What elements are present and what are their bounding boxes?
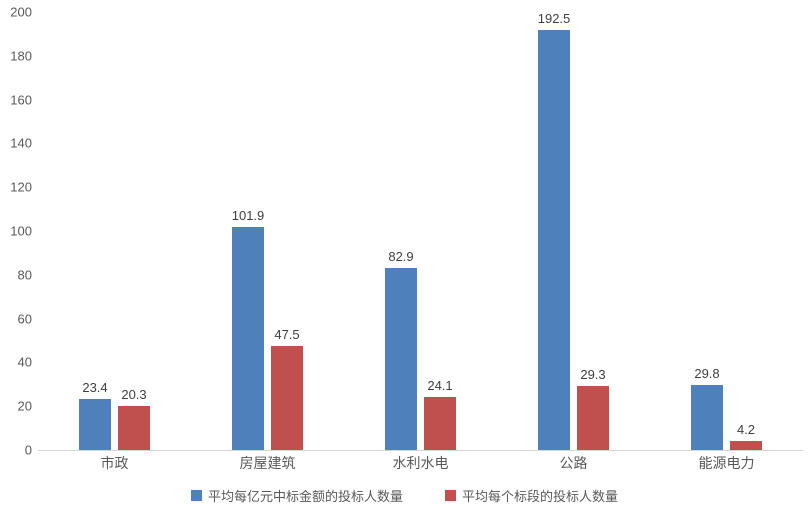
bar [79, 398, 111, 450]
y-tick-label: 160 [10, 92, 32, 108]
bar-group: 192.5 29.3 [497, 12, 650, 450]
bar-value-label: 29.8 [694, 365, 720, 381]
bar [538, 30, 570, 450]
y-tick-label: 80 [17, 267, 32, 283]
y-tick-label: 180 [10, 48, 32, 64]
category-label: 公路 [559, 455, 588, 471]
x-axis: 市政 房屋建筑 水利水电 公路 能源电力 [38, 453, 803, 473]
bar-value-label: 4.2 [736, 421, 756, 437]
bar-value-label: 29.3 [580, 366, 606, 382]
bar-column: 29.3 [577, 12, 609, 450]
bar-column: 20.3 [118, 12, 150, 450]
category-label: 房屋建筑 [239, 455, 296, 471]
bar-column: 4.2 [730, 12, 762, 450]
y-axis: 0 20 40 60 80 100 120 140 160 180 200 [0, 6, 32, 457]
bar-group: 101.9 47.5 [191, 12, 344, 450]
bar [232, 226, 264, 450]
y-tick-label: 60 [17, 311, 32, 327]
bar-value-label: 23.4 [82, 379, 108, 395]
bar-column: 101.9 [232, 12, 264, 450]
category-label: 市政 [100, 455, 129, 471]
y-tick-label: 200 [10, 4, 32, 20]
bar-value-label: 82.9 [388, 249, 414, 265]
legend-item: 平均每亿元中标金额的投标人数量 [190, 486, 403, 505]
bar-value-label: 192.5 [537, 11, 571, 26]
legend: 平均每亿元中标金额的投标人数量 平均每个标段的投标人数量 [0, 486, 809, 505]
legend-item: 平均每个标段的投标人数量 [445, 486, 618, 505]
bar-group: 23.4 20.3 [38, 12, 191, 450]
plot-area: 23.4 20.3 101.9 47.5 82.9 24.1 192.5 29.3 29.8 4.… [38, 12, 803, 451]
legend-swatch-icon [445, 490, 456, 501]
bar [424, 397, 456, 450]
bar-value-label: 47.5 [274, 326, 300, 342]
legend-label: 平均每亿元中标金额的投标人数量 [207, 489, 403, 504]
y-tick-label: 0 [24, 442, 32, 458]
bar [691, 384, 723, 450]
bar-group: 82.9 24.1 [344, 12, 497, 450]
bar [385, 268, 417, 450]
bar-column: 23.4 [79, 12, 111, 450]
bar-column: 47.5 [271, 12, 303, 450]
bar-column: 29.8 [691, 12, 723, 450]
legend-swatch-icon [190, 490, 202, 501]
y-tick-label: 40 [17, 354, 32, 370]
bar-group: 29.8 4.2 [650, 12, 803, 450]
bar [730, 440, 762, 450]
legend-label: 平均每个标段的投标人数量 [462, 489, 619, 504]
bar-column: 24.1 [424, 12, 456, 450]
bar-column: 82.9 [385, 12, 417, 450]
bar [118, 405, 150, 450]
bar [577, 385, 609, 450]
y-tick-label: 120 [10, 179, 32, 195]
y-tick-label: 20 [17, 398, 32, 414]
y-tick-label: 140 [10, 135, 32, 151]
category-label: 能源电力 [698, 455, 755, 471]
bar-value-label: 24.1 [427, 378, 453, 394]
category-label: 水利水电 [392, 455, 449, 471]
y-tick-label: 100 [10, 223, 32, 239]
bar-value-label: 101.9 [231, 207, 265, 223]
bar [271, 345, 303, 450]
bar-value-label: 20.3 [121, 386, 147, 402]
bar-column: 192.5 [538, 12, 570, 450]
